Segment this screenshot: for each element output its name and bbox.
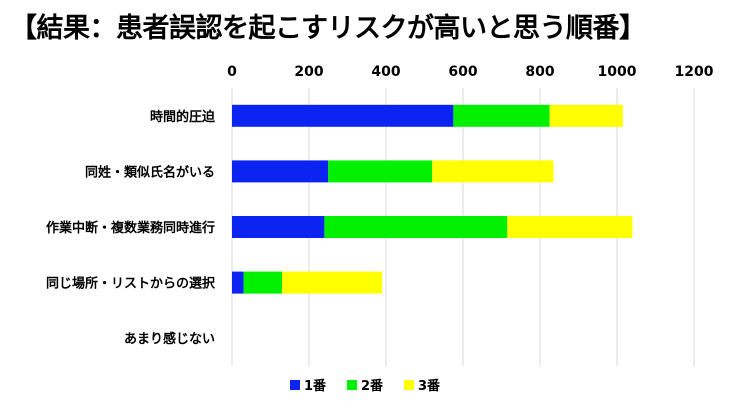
bar-segment [324, 216, 508, 238]
bar-segment [282, 271, 383, 294]
bar-segment [432, 160, 554, 183]
category-label: あまり感じない [124, 331, 215, 347]
bar-segment [232, 104, 454, 127]
x-tick-label: 1000 [598, 64, 637, 80]
category-labels: 時間的圧迫同姓・類似氏名がいる作業中断・複数業務同時進行同じ場所・リストからの選… [46, 109, 216, 347]
category-label: 時間的圧迫 [150, 109, 216, 125]
x-tick-label: 600 [448, 64, 477, 80]
x-tick-label: 400 [371, 64, 400, 80]
legend: 1番 2番 3番 [290, 378, 441, 394]
bar-segment [507, 216, 633, 238]
legend-label: 2番 [361, 378, 384, 394]
x-axis-ticks: 0 200 400 600 800 1000 1200 [227, 64, 714, 80]
category-label: 作業中断・複数業務同時進行 [46, 220, 215, 236]
x-tick-label: 1200 [675, 64, 714, 80]
bar-segment [453, 104, 550, 127]
bar-segment [328, 160, 433, 183]
bar-segment [243, 271, 283, 294]
category-label: 同じ場所・リストからの選択 [46, 276, 216, 292]
bar-segment [232, 271, 244, 294]
legend-label: 1番 [304, 378, 327, 394]
legend-swatch [290, 380, 300, 390]
legend-label: 3番 [418, 378, 441, 394]
category-label: 同姓・類似氏名がいる [85, 164, 215, 180]
legend-swatch [347, 380, 357, 390]
bar-segment [549, 104, 623, 127]
bar-segment [232, 216, 325, 238]
x-tick-label: 0 [227, 64, 237, 80]
bars [232, 104, 633, 294]
x-tick-label: 200 [294, 64, 323, 80]
bar-segment [232, 160, 329, 183]
x-tick-label: 800 [525, 64, 554, 80]
legend-swatch [404, 380, 414, 390]
chart-title: 【結果：患者誤認を起こすリスクが高いと思う順番】 [10, 13, 646, 44]
